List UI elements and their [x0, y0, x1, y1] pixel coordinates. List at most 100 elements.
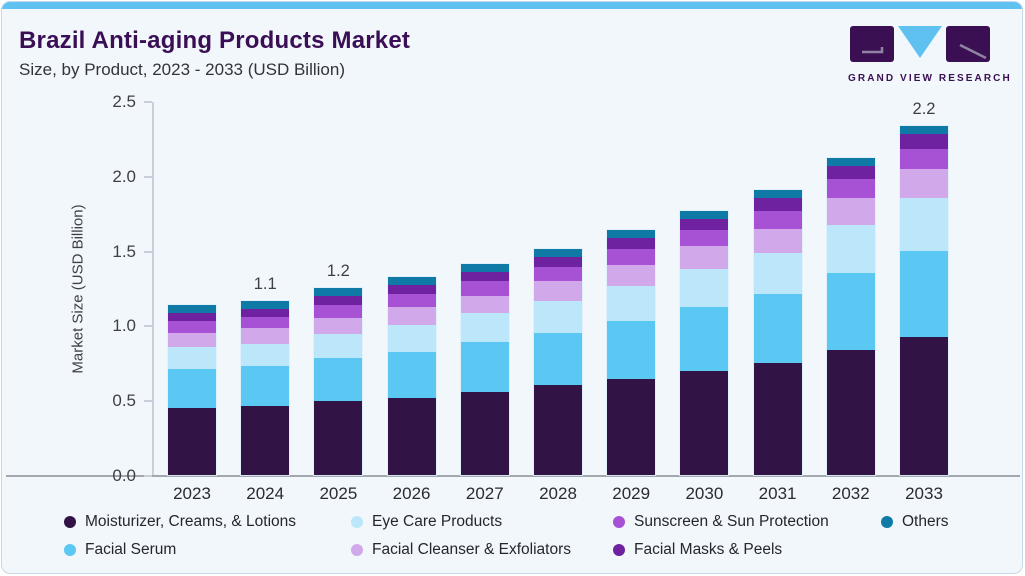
- bar-segment: [460, 342, 509, 392]
- bar-segment: [753, 190, 802, 199]
- y-tick-label: 0.5: [112, 391, 136, 411]
- legend-label: Sunscreen & Sun Protection: [634, 512, 829, 530]
- legend-dot-icon: [64, 543, 76, 556]
- bar-segment: [900, 198, 948, 252]
- legend-dot-icon: [613, 543, 625, 556]
- y-tick-label: 2.0: [112, 166, 136, 186]
- bar-segment: [680, 230, 729, 247]
- bar-segment: [460, 271, 509, 282]
- legend-item: Facial Masks & Peels: [613, 538, 881, 561]
- bar-segment: [826, 198, 875, 226]
- legend: Moisturizer, Creams, & Lotions Eye Care P…: [64, 510, 949, 561]
- legend-label: Eye Care Products: [372, 512, 503, 530]
- bar-segment: [607, 265, 656, 287]
- bar-segment: [826, 273, 875, 351]
- x-tick-label: 2033: [905, 484, 943, 503]
- bar-segment: [534, 281, 582, 301]
- chart-subtitle: Size, by Product, 2023 - 2033 (USD Billi…: [19, 60, 345, 79]
- bar-group-2032: [825, 157, 876, 476]
- bar-group-2028: [533, 248, 583, 476]
- x-tick-label: 2026: [392, 484, 431, 503]
- bar-segment: [607, 286, 656, 322]
- bar-segment: [607, 230, 656, 239]
- bar-segment: [753, 252, 802, 295]
- legend-label: Others: [902, 512, 949, 530]
- bar-group-2033: [899, 125, 949, 476]
- bar-segment: [534, 267, 582, 282]
- bar-value-label: 1.1: [253, 274, 277, 293]
- top-accent-bar: [2, 2, 1022, 9]
- legend-dot-icon: [64, 515, 76, 528]
- bar-segment: [241, 327, 290, 344]
- y-axis-line: [152, 102, 154, 476]
- x-tick-label: 2028: [539, 484, 577, 503]
- bar-segment: [241, 316, 290, 328]
- bar-value-label: 1.2: [326, 261, 350, 280]
- bar-segment: [387, 307, 436, 325]
- bar-segment: [460, 313, 509, 343]
- y-axis-title: Market Size (USD Billion): [69, 204, 87, 374]
- x-tick-label: 2025: [319, 484, 358, 503]
- bar-segment: [534, 332, 582, 386]
- bar-segment: [607, 321, 656, 379]
- bar-segment: [241, 343, 290, 367]
- bar-segment: [753, 363, 802, 475]
- bar-segment: [460, 281, 509, 296]
- bar-segment: [314, 287, 363, 296]
- bar-segment: [680, 246, 729, 269]
- bar-segment: [753, 228, 802, 253]
- legend-label: Moisturizer, Creams, & Lotions: [85, 512, 297, 530]
- bar-segment: [680, 211, 729, 220]
- bar-segment: [168, 347, 216, 370]
- bar-group-2023: [167, 304, 217, 476]
- bar-segment: [241, 300, 290, 309]
- legend-dot-icon: [613, 515, 625, 528]
- x-tick-label: 2024: [246, 484, 285, 503]
- legend-label: Facial Serum: [85, 540, 177, 558]
- bar-segment: [168, 313, 216, 322]
- bar-segment: [826, 158, 875, 167]
- gvr-logo-icon: [850, 26, 990, 62]
- legend-item: Eye Care Products: [351, 510, 613, 533]
- bar-segment: [534, 257, 582, 268]
- bar-segment: [900, 169, 948, 199]
- bar-segment: [680, 268, 729, 307]
- bar-segment: [387, 284, 436, 295]
- y-tick-label: 1.5: [112, 241, 136, 261]
- legend-label: Facial Masks & Peels: [634, 540, 783, 558]
- bar-segment: [826, 179, 875, 199]
- chart-title: Brazil Anti-aging Products Market: [19, 27, 411, 54]
- y-tick-mark: [144, 101, 152, 103]
- bar-segment: [680, 219, 729, 231]
- bar-segment: [314, 295, 363, 306]
- y-tick-label: 1.0: [112, 316, 136, 336]
- legend-item: Moisturizer, Creams, & Lotions: [64, 510, 351, 533]
- bar-segment: [387, 324, 436, 352]
- x-tick-label: 2023: [173, 484, 211, 503]
- bar-segment: [460, 391, 509, 475]
- bar-segment: [168, 407, 216, 475]
- y-tick-mark: [144, 325, 152, 328]
- y-tick-label: 0.0: [112, 466, 136, 485]
- bar-segment: [168, 369, 216, 408]
- bar-segment: [314, 334, 363, 359]
- bar-segment: [900, 126, 948, 135]
- bar-segment: [387, 276, 436, 285]
- bar-segment: [168, 321, 216, 333]
- bar-segment: [900, 134, 948, 149]
- bar-segment: [753, 211, 802, 229]
- bar-segment: [314, 305, 363, 319]
- bar-segment: [826, 225, 875, 274]
- x-axis-line: [6, 475, 1020, 477]
- x-tick-label: 2030: [685, 484, 724, 503]
- bar-segment: [753, 294, 802, 363]
- x-tick-label: 2032: [831, 484, 870, 503]
- bar-segment: [900, 337, 948, 475]
- bar-segment: [826, 350, 875, 475]
- bar-group-2027: [459, 262, 510, 477]
- bar-segment: [168, 332, 216, 348]
- plot-area: 0.0 0.5 1.0 1.5 2.0 2.5 2023 2024 1.1 2025 1.2 2026…: [112, 92, 964, 503]
- legend-dot-icon: [881, 515, 893, 528]
- bar-segment: [314, 318, 363, 335]
